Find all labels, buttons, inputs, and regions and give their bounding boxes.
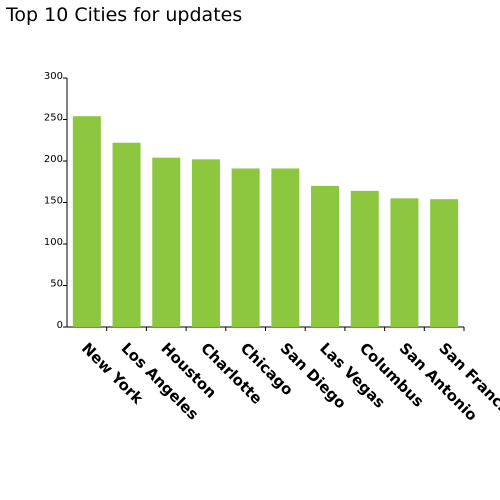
y-tick-label: 150 xyxy=(44,196,63,207)
y-tick-label: 250 xyxy=(44,113,63,124)
bar xyxy=(311,185,340,327)
bar xyxy=(231,168,260,327)
y-tick-label: 100 xyxy=(44,237,63,248)
bar xyxy=(271,168,300,327)
bar xyxy=(191,159,220,327)
axes: 0 50 100 150 200 250 300 xyxy=(44,71,465,331)
y-tick-label: 0 xyxy=(57,320,63,331)
bar xyxy=(152,157,181,327)
y-tick-label: 200 xyxy=(44,154,63,165)
bar xyxy=(390,198,419,327)
bars xyxy=(72,116,459,328)
bar xyxy=(112,142,141,327)
chart-title: Top 10 Cities for updates xyxy=(6,4,243,26)
bar xyxy=(350,190,379,327)
bar xyxy=(72,116,101,328)
bar xyxy=(430,199,459,327)
y-tick-label: 300 xyxy=(44,71,63,82)
y-tick-label: 50 xyxy=(50,279,63,290)
